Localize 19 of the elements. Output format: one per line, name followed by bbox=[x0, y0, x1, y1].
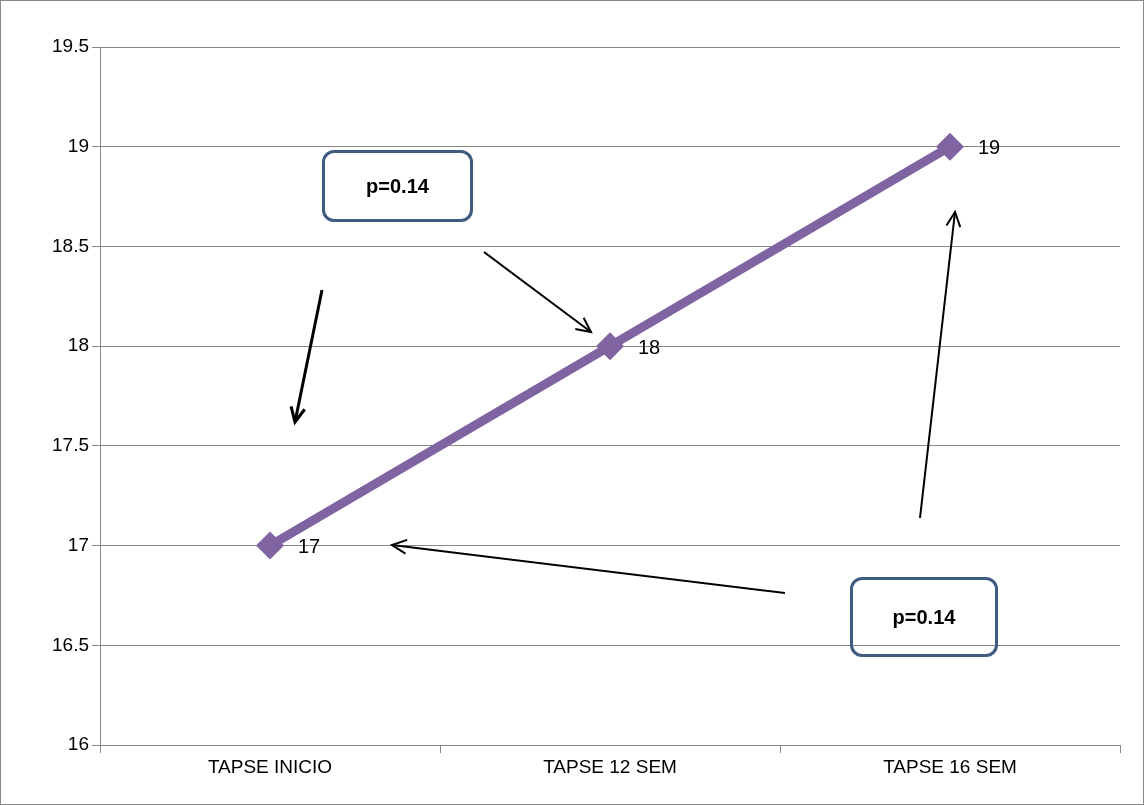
y-tick-label: 19.5 bbox=[52, 35, 89, 57]
y-tick-label: 17 bbox=[67, 533, 89, 555]
callout-box: p=0.14 bbox=[850, 577, 998, 657]
y-tick-label: 17.5 bbox=[52, 434, 89, 456]
data-label: 17 bbox=[298, 535, 321, 558]
data-label: 18 bbox=[638, 335, 661, 358]
point bbox=[256, 531, 284, 560]
x-tick-label: TAPSE 12 SEM bbox=[543, 755, 677, 777]
point bbox=[596, 332, 624, 361]
y-tick-label: 19 bbox=[67, 134, 89, 156]
callout-box: p=0.14 bbox=[322, 150, 473, 222]
x-tick-label: TAPSE 16 SEM bbox=[883, 755, 1017, 777]
y-tick-label: 16 bbox=[67, 733, 89, 755]
data-label: 19 bbox=[978, 136, 1001, 159]
point bbox=[936, 132, 964, 161]
y-tick-label: 18.5 bbox=[52, 234, 89, 256]
y-tick-label: 16.5 bbox=[52, 633, 89, 655]
y-tick-label: 18 bbox=[67, 334, 89, 356]
x-tick-label: TAPSE INICIO bbox=[207, 755, 333, 777]
